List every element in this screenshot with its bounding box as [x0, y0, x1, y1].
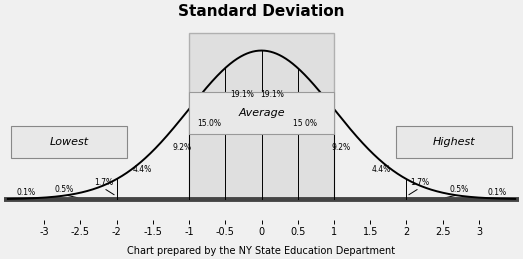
Text: Average: Average — [238, 108, 285, 118]
Title: Standard Deviation: Standard Deviation — [178, 4, 345, 19]
Text: 1.7%: 1.7% — [94, 178, 113, 187]
Text: 9.2%: 9.2% — [172, 142, 191, 152]
Text: 15 0%: 15 0% — [293, 119, 317, 128]
Text: 19.1%: 19.1% — [260, 90, 283, 99]
Bar — [189, 92, 334, 134]
Text: Lowest: Lowest — [50, 137, 89, 147]
Text: 19.1%: 19.1% — [230, 90, 254, 99]
Bar — [12, 126, 128, 158]
Text: 0.5%: 0.5% — [55, 185, 74, 194]
Text: 4.4%: 4.4% — [132, 165, 152, 174]
Text: 0.1%: 0.1% — [487, 188, 507, 197]
Bar — [395, 126, 511, 158]
Text: 4.4%: 4.4% — [371, 165, 391, 174]
Text: 0.1%: 0.1% — [16, 188, 36, 197]
Bar — [189, 33, 334, 199]
Text: 9.2%: 9.2% — [332, 142, 351, 152]
Text: Chart prepared by the NY State Education Department: Chart prepared by the NY State Education… — [128, 246, 395, 256]
Text: 15.0%: 15.0% — [197, 119, 221, 128]
Text: 1.7%: 1.7% — [410, 178, 429, 187]
Text: 0.5%: 0.5% — [449, 185, 468, 194]
Text: Highest: Highest — [433, 137, 475, 147]
